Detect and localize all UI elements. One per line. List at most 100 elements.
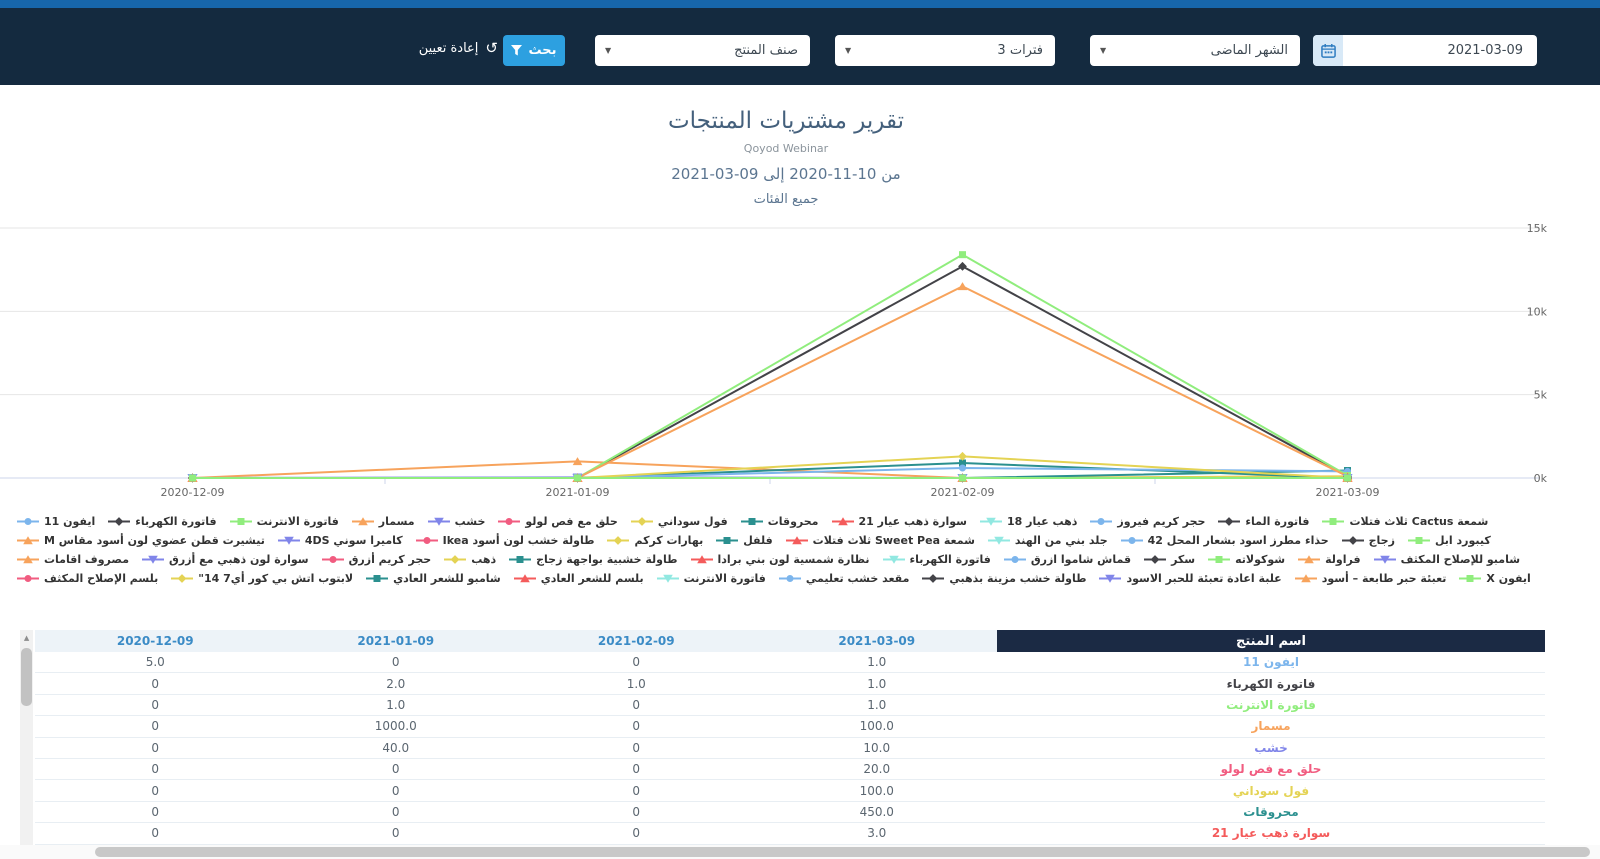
legend-item[interactable]: شوكولاته bbox=[1207, 551, 1285, 568]
legend-item[interactable]: فاتورة الانترنت bbox=[229, 513, 339, 530]
legend-item[interactable]: تيشيرت قطن عضوي لون أسود مقاس M bbox=[16, 532, 265, 549]
legend-item[interactable]: مصروف اقامات bbox=[16, 551, 129, 568]
legend-item[interactable]: جلد بني من الهند bbox=[987, 532, 1108, 549]
legend-item[interactable]: فاتورة الانترنت bbox=[656, 570, 766, 587]
legend-item-label: بلسم للشعر العادي bbox=[540, 572, 644, 585]
legend-item[interactable]: حلق مع فص لولو bbox=[497, 513, 618, 530]
scrollbar-thumb[interactable] bbox=[95, 847, 1590, 857]
legend-item[interactable]: طاولة خشب لون أسود Ikea bbox=[415, 532, 595, 549]
search-button[interactable]: بحث bbox=[503, 35, 565, 66]
legend-item[interactable]: لابتوب اتش بي كور أي7 14" bbox=[170, 570, 353, 587]
legend-item[interactable]: قماش شاموا ازرق bbox=[1003, 551, 1131, 568]
table-cell-value: 1.0 bbox=[867, 655, 887, 670]
legend-item[interactable]: سوارة ذهب عيار 21 bbox=[831, 513, 968, 530]
legend-series-icon bbox=[1298, 555, 1321, 564]
legend-item-label: سوارة ذهب عيار 21 bbox=[858, 515, 968, 528]
legend-item[interactable]: محروقات bbox=[740, 513, 819, 530]
intervals-dropdown[interactable]: ▼ 3 فترات bbox=[835, 35, 1055, 66]
reset-link-label: إعادة تعيين bbox=[418, 41, 479, 56]
table-cell-value: 2.0 bbox=[386, 676, 406, 691]
chart-legend: ايفون 11 فاتورة الكهرباء فاتورة الانترنت مس… bbox=[16, 513, 1582, 587]
legend-item-label: فراولة bbox=[1325, 553, 1361, 566]
table-vertical-scrollbar[interactable]: ▲ bbox=[20, 630, 33, 845]
legend-series-icon bbox=[1120, 537, 1143, 544]
top-accent-bar bbox=[0, 0, 1600, 8]
legend-item[interactable]: حجر كريم فيروز bbox=[1089, 513, 1205, 530]
data-point-marker bbox=[958, 451, 967, 461]
legend-series-icon bbox=[444, 555, 467, 564]
legend-item[interactable]: حذاء مطرز اسود بشعار المحل 42 bbox=[1120, 532, 1329, 549]
legend-item[interactable]: مسمار bbox=[351, 513, 415, 530]
legend-item[interactable]: خشب bbox=[427, 513, 485, 530]
x-axis-tick-label: 2021-01-09 bbox=[546, 486, 610, 499]
table-header-row: 2020-12-09 2021-01-09 2021-02-09 2021-03-09… bbox=[35, 630, 1545, 652]
table-cell-value: 450.0 bbox=[859, 804, 894, 819]
search-button-label: بحث bbox=[528, 43, 557, 58]
legend-item[interactable]: ايفون X bbox=[1458, 570, 1531, 587]
legend-item[interactable]: سوارة لون ذهبي مع أزرق bbox=[141, 551, 309, 568]
scroll-up-icon[interactable]: ▲ bbox=[23, 633, 30, 642]
legend-item[interactable]: زجاج bbox=[1341, 532, 1395, 549]
data-point-marker bbox=[1344, 474, 1351, 482]
legend-item[interactable]: مقعد خشب تعليمي bbox=[778, 570, 909, 587]
legend-item[interactable]: فلفل bbox=[715, 532, 773, 549]
legend-item-label: فاتورة الماء bbox=[1245, 515, 1310, 528]
legend-item[interactable]: فاتورة الكهرباء bbox=[107, 513, 217, 530]
legend-series-icon bbox=[415, 537, 438, 544]
table-header-date: 2021-03-09 bbox=[756, 630, 997, 652]
table-cell-value: 0 bbox=[151, 676, 160, 691]
scrollbar-thumb[interactable] bbox=[21, 648, 32, 706]
legend-series-icon bbox=[716, 537, 739, 544]
horizontal-scrollbar[interactable] bbox=[0, 845, 1600, 859]
legend-item[interactable]: بلسم للشعر العادي bbox=[513, 570, 644, 587]
legend-item-label: سوارة لون ذهبي مع أزرق bbox=[169, 553, 309, 566]
legend-item[interactable]: فاتورة الماء bbox=[1217, 513, 1309, 530]
legend-item[interactable]: فراولة bbox=[1297, 551, 1361, 568]
product-category-dropdown[interactable]: ▼ صنف المنتج bbox=[595, 35, 810, 66]
legend-series-icon bbox=[740, 518, 763, 525]
date-input[interactable]: 2021-03-09 bbox=[1313, 35, 1537, 66]
legend-series-icon bbox=[987, 536, 1010, 545]
period-dropdown[interactable]: ▼ الشهر الماضى bbox=[1090, 35, 1300, 66]
data-point-marker bbox=[574, 474, 581, 482]
legend-item[interactable]: كيبورد ابل bbox=[1407, 532, 1491, 549]
legend-item[interactable]: علبة اعادة تعبئة للحبر الاسود bbox=[1098, 570, 1282, 587]
legend-item[interactable]: نظارة شمسية لون بني برادا bbox=[690, 551, 870, 568]
legend-item[interactable]: شمعة Sweet Pea ثلاث فتلات bbox=[785, 532, 975, 549]
legend-item-label: شمعة Sweet Pea ثلاث فتلات bbox=[812, 534, 975, 547]
legend-item[interactable]: ذهب bbox=[443, 551, 496, 568]
reset-link[interactable]: إعادة تعيين ↺ bbox=[418, 41, 498, 57]
legend-item-label: علبة اعادة تعبئة للحبر الاسود bbox=[1126, 572, 1282, 585]
data-point-marker bbox=[959, 459, 966, 467]
legend-item[interactable]: شمعة Cactus ثلاث فتلات bbox=[1321, 513, 1488, 530]
legend-item[interactable]: كاميرا سوني 4DS bbox=[277, 532, 403, 549]
legend-item-label: شامبو للشعر العادي bbox=[393, 572, 501, 585]
table-cell-value: 0 bbox=[632, 783, 641, 798]
report-date-range: من 10-11-2020 إلى 09-03-2021 bbox=[671, 165, 901, 183]
legend-item[interactable]: تعبئة حبر طابعة – أسود bbox=[1294, 570, 1446, 587]
table-cell-value: 0 bbox=[151, 740, 160, 755]
legend-item[interactable]: سكر bbox=[1143, 551, 1195, 568]
legend-item[interactable]: شامبو للشعر العادي bbox=[365, 570, 501, 587]
table-cell-value: 0 bbox=[391, 804, 400, 819]
legend-item[interactable]: ذهب عيار 18 bbox=[979, 513, 1077, 530]
legend-item[interactable]: حجر كريم أزرق bbox=[321, 551, 431, 568]
legend-item[interactable]: شامبو للإصلاح المكثف bbox=[1373, 551, 1520, 568]
legend-item[interactable]: بهارات كركم bbox=[606, 532, 703, 549]
legend-item[interactable]: فاتورة الكهرباء bbox=[882, 551, 991, 568]
legend-item-label: نظارة شمسية لون بني برادا bbox=[717, 553, 870, 566]
legend-item-label: طاولة خشب لون أسود Ikea bbox=[442, 534, 595, 547]
legend-item[interactable]: طاولة خشب مزينة بذهبي bbox=[921, 570, 1086, 587]
legend-series-icon bbox=[1003, 556, 1026, 563]
legend-item[interactable]: ايفون 11 bbox=[16, 513, 95, 530]
table-cell-value: 1.0 bbox=[626, 676, 646, 691]
legend-item[interactable]: طاولة خشبية بواجهة زجاج bbox=[508, 551, 678, 568]
legend-item-label: شوكولاته bbox=[1235, 553, 1286, 566]
legend-series-icon bbox=[1407, 537, 1430, 544]
legend-series-icon bbox=[630, 517, 653, 526]
date-value: 2021-03-09 bbox=[1447, 43, 1523, 58]
legend-item[interactable]: بلسم الإصلاح المكثف bbox=[16, 570, 158, 587]
legend-series-icon bbox=[427, 517, 450, 526]
data-point-marker bbox=[959, 251, 966, 259]
legend-item[interactable]: فول سوداني bbox=[630, 513, 728, 530]
